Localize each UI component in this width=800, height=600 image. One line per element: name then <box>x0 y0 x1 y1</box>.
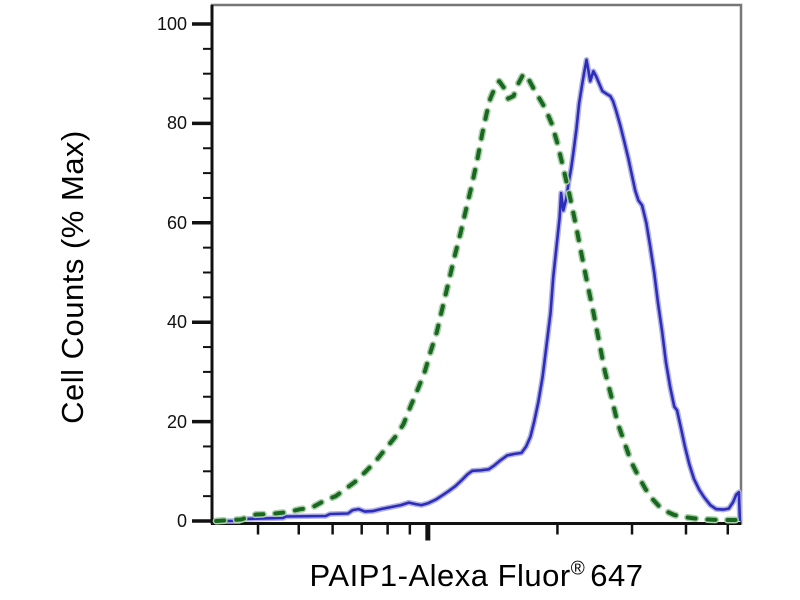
y-tick-label-20: 20 <box>166 411 187 432</box>
registered-trademark-icon: ® <box>570 558 586 580</box>
x-axis-title: PAIP1-Alexa Fluor® 647 <box>212 558 741 594</box>
y-tick-label-0: 0 <box>176 511 187 531</box>
green-dashed-curve <box>214 71 740 523</box>
plot-frame <box>210 3 743 525</box>
x-axis-title-main: PAIP1-Alexa Fluor <box>309 558 571 593</box>
y-tick-label-80: 80 <box>166 113 187 134</box>
blue-solid-curve <box>214 58 742 523</box>
y-tick-label-100: 100 <box>156 14 187 34</box>
y-tick-label-60: 60 <box>166 212 187 233</box>
x-axis-title-number: 647 <box>590 558 644 593</box>
blue-solid-halo <box>214 56 743 524</box>
y-tick-label-40: 40 <box>166 312 187 333</box>
